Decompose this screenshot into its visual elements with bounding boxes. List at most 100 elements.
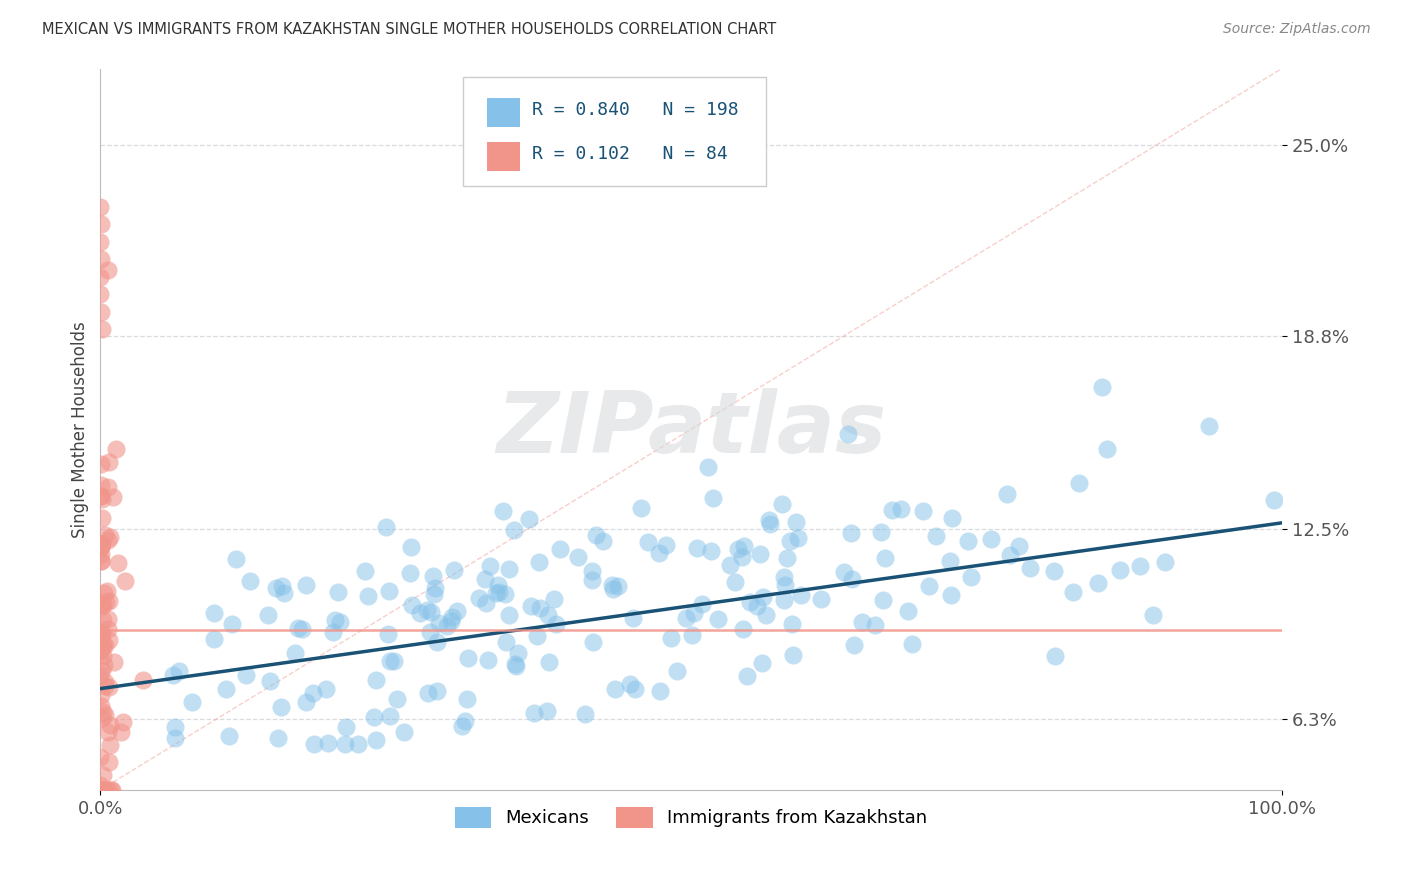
Point bbox=[782, 648, 804, 662]
Point bbox=[162, 668, 184, 682]
Point bbox=[335, 737, 357, 751]
Point bbox=[103, 655, 125, 669]
Point bbox=[494, 586, 516, 600]
Point bbox=[1043, 649, 1066, 664]
Point bbox=[89, 541, 111, 555]
Point bbox=[475, 596, 498, 610]
Point bbox=[543, 592, 565, 607]
Point bbox=[97, 533, 120, 547]
Point bbox=[776, 551, 799, 566]
Point bbox=[780, 616, 803, 631]
Point bbox=[436, 618, 458, 632]
Point bbox=[97, 725, 120, 739]
Point bbox=[755, 607, 778, 622]
Point bbox=[91, 637, 114, 651]
Text: Source: ZipAtlas.com: Source: ZipAtlas.com bbox=[1223, 22, 1371, 37]
Point bbox=[90, 478, 112, 492]
Point bbox=[93, 586, 115, 600]
Point bbox=[498, 607, 520, 622]
Point bbox=[567, 549, 589, 564]
Point bbox=[527, 555, 550, 569]
Point bbox=[700, 544, 723, 558]
Point bbox=[960, 570, 983, 584]
Point bbox=[440, 615, 463, 629]
Point bbox=[97, 783, 120, 797]
Point bbox=[423, 582, 446, 596]
Point bbox=[546, 617, 568, 632]
Point bbox=[870, 525, 893, 540]
Point bbox=[366, 733, 388, 747]
Point bbox=[354, 564, 377, 578]
Point bbox=[683, 607, 706, 621]
Point bbox=[98, 738, 121, 752]
Point bbox=[375, 520, 398, 534]
Point bbox=[488, 585, 510, 599]
Point bbox=[731, 549, 754, 564]
Point bbox=[773, 570, 796, 584]
Point bbox=[995, 487, 1018, 501]
Point bbox=[790, 589, 813, 603]
Point bbox=[1067, 475, 1090, 490]
Point bbox=[706, 612, 728, 626]
Point bbox=[1142, 608, 1164, 623]
Point bbox=[163, 731, 186, 745]
Point bbox=[356, 589, 378, 603]
Point bbox=[505, 659, 527, 673]
Point bbox=[1153, 555, 1175, 569]
Point bbox=[957, 533, 980, 548]
Point bbox=[202, 632, 225, 647]
Point bbox=[97, 611, 120, 625]
Point bbox=[380, 708, 402, 723]
Y-axis label: Single Mother Households: Single Mother Households bbox=[72, 321, 89, 538]
Point bbox=[91, 511, 114, 525]
Point bbox=[623, 681, 645, 696]
Point bbox=[91, 613, 114, 627]
Point bbox=[724, 574, 747, 589]
Point bbox=[273, 586, 295, 600]
Point bbox=[91, 711, 114, 725]
Point bbox=[810, 592, 832, 607]
Point bbox=[839, 526, 862, 541]
Point bbox=[941, 588, 963, 602]
Point bbox=[91, 322, 114, 336]
Point bbox=[911, 504, 934, 518]
Point bbox=[91, 626, 114, 640]
Point bbox=[897, 604, 920, 618]
Point bbox=[98, 632, 121, 647]
Point bbox=[939, 554, 962, 568]
Point bbox=[202, 606, 225, 620]
Point bbox=[100, 783, 122, 797]
Point bbox=[758, 513, 780, 527]
Point bbox=[409, 607, 432, 621]
Point bbox=[863, 618, 886, 632]
Point bbox=[382, 654, 405, 668]
Point bbox=[440, 610, 463, 624]
Point bbox=[427, 615, 450, 630]
Point bbox=[98, 530, 121, 544]
Point bbox=[399, 566, 422, 581]
Point bbox=[323, 614, 346, 628]
Point bbox=[91, 597, 114, 611]
Point bbox=[832, 565, 855, 579]
Point bbox=[89, 750, 111, 764]
Point bbox=[94, 679, 117, 693]
Point bbox=[785, 515, 807, 529]
Point bbox=[94, 783, 117, 797]
Point bbox=[94, 707, 117, 722]
Point bbox=[377, 627, 399, 641]
Point bbox=[443, 563, 465, 577]
Point bbox=[1019, 560, 1042, 574]
Point bbox=[90, 540, 112, 554]
Point bbox=[523, 706, 546, 720]
Text: R = 0.840   N = 198: R = 0.840 N = 198 bbox=[531, 101, 738, 119]
Point bbox=[97, 455, 120, 469]
Point bbox=[90, 547, 112, 561]
Point bbox=[90, 489, 112, 503]
Point bbox=[101, 783, 124, 797]
Point bbox=[1062, 584, 1084, 599]
Point bbox=[492, 504, 515, 518]
Point bbox=[415, 603, 437, 617]
Point bbox=[787, 531, 810, 545]
Point bbox=[1043, 564, 1066, 578]
Point bbox=[90, 630, 112, 644]
